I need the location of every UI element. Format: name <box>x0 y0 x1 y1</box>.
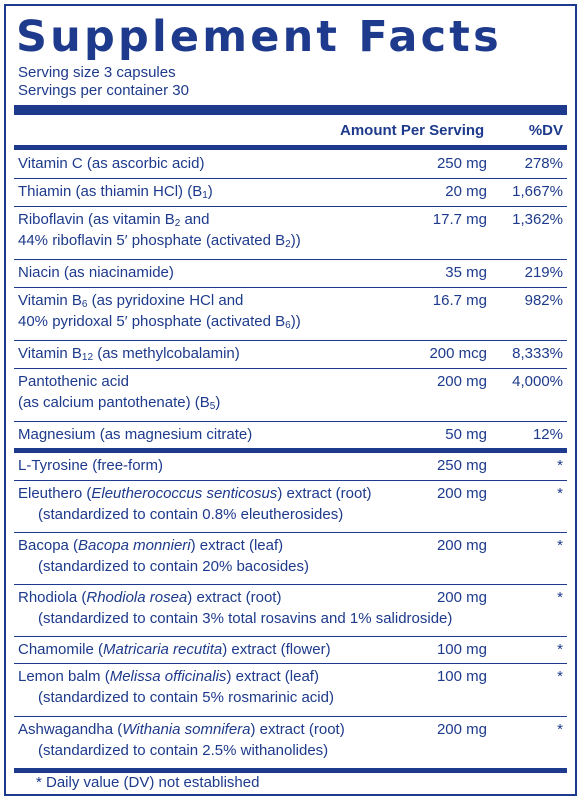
nutrient-name: Niacin (as niacinamide) <box>18 264 174 281</box>
medium-divider <box>14 145 567 150</box>
nutrient-amount: 200 mg <box>436 373 487 390</box>
nutrient-dv: 278% <box>524 155 563 172</box>
ingredient-dv: * <box>557 485 563 502</box>
ingredient-amount: 100 mg <box>436 641 487 658</box>
row-divider <box>14 421 567 422</box>
ingredient-name: Rhodiola (Rhodiola rosea) extract (root)… <box>18 589 453 627</box>
ingredient-name: Eleuthero (Eleutherococcus senticosus) e… <box>18 485 372 523</box>
footnote: * Daily value (DV) not established <box>36 774 260 791</box>
ingredient-name: Ashwagandha (Withania somnifera) extract… <box>18 721 345 759</box>
nutrient-dv: 8,333% <box>512 345 563 362</box>
ingredient-amount: 200 mg <box>436 537 487 554</box>
nutrient-name: Vitamin C (as ascorbic acid) <box>18 155 205 172</box>
ingredient-amount: 100 mg <box>436 668 487 685</box>
row-divider <box>14 178 567 179</box>
row-divider <box>14 532 567 533</box>
ingredient-name: L-Tyrosine (free-form) <box>18 457 164 474</box>
row-divider <box>14 368 567 369</box>
header-dv: %DV <box>528 122 563 139</box>
panel-title: Supplement Facts <box>16 12 502 62</box>
medium-divider <box>14 448 567 453</box>
nutrient-amount: 50 mg <box>445 426 487 443</box>
ingredient-amount: 200 mg <box>436 721 487 738</box>
ingredient-dv: * <box>557 457 563 474</box>
nutrient-name: Pantothenic acid (as calcium pantothenate… <box>18 373 221 412</box>
nutrient-dv: 12% <box>532 426 563 443</box>
nutrient-name: Vitamin B6 (as pyridoxine HCl and 40% pyr… <box>18 292 301 331</box>
nutrient-amount: 200 mcg <box>429 345 487 362</box>
nutrient-amount: 20 mg <box>445 183 487 200</box>
ingredient-dv: * <box>557 589 563 606</box>
servings-per-container: Servings per container 30 <box>18 82 189 99</box>
nutrient-name: Riboflavin (as vitamin B2 and 44% ribofla… <box>18 211 301 250</box>
row-divider <box>14 663 567 664</box>
ingredient-amount: 200 mg <box>436 485 487 502</box>
nutrient-name: Vitamin B12 (as methylcobalamin) <box>18 345 240 363</box>
nutrient-dv: 219% <box>524 264 563 281</box>
row-divider <box>14 287 567 288</box>
nutrient-dv: 4,000% <box>512 373 563 390</box>
header-amount: Amount Per Serving <box>340 122 485 139</box>
row-divider <box>14 636 567 637</box>
row-divider <box>14 480 567 481</box>
ingredient-amount: 200 mg <box>436 589 487 606</box>
serving-size: Serving size 3 capsules <box>18 64 176 81</box>
ingredient-name: Lemon balm (Melissa officinalis) extract… <box>18 668 334 706</box>
nutrient-name: Magnesium (as magnesium citrate) <box>18 426 253 443</box>
ingredient-dv: * <box>557 721 563 738</box>
row-divider <box>14 206 567 207</box>
ingredient-name: Chamomile (Matricaria recutita) extract … <box>18 641 331 658</box>
ingredient-dv: * <box>557 537 563 554</box>
ingredient-dv: * <box>557 641 563 658</box>
row-divider <box>14 584 567 585</box>
thick-divider <box>14 105 567 115</box>
nutrient-dv: 1,362% <box>512 211 563 228</box>
ingredient-name: Bacopa (Bacopa monnieri) extract (leaf)(… <box>18 537 309 575</box>
medium-divider <box>14 768 567 773</box>
supplement-facts-panel: Supplement Facts Serving size 3 capsules… <box>4 4 577 796</box>
nutrient-amount: 35 mg <box>445 264 487 281</box>
nutrient-amount: 17.7 mg <box>432 211 487 228</box>
nutrient-amount: 250 mg <box>436 155 487 172</box>
nutrient-dv: 982% <box>524 292 563 309</box>
row-divider <box>14 259 567 260</box>
row-divider <box>14 716 567 717</box>
ingredient-amount: 250 mg <box>436 457 487 474</box>
nutrient-amount: 16.7 mg <box>432 292 487 309</box>
row-divider <box>14 340 567 341</box>
nutrient-name: Thiamin (as thiamin HCl) (B1) <box>18 183 213 201</box>
ingredient-dv: * <box>557 668 563 685</box>
nutrient-dv: 1,667% <box>512 183 563 200</box>
